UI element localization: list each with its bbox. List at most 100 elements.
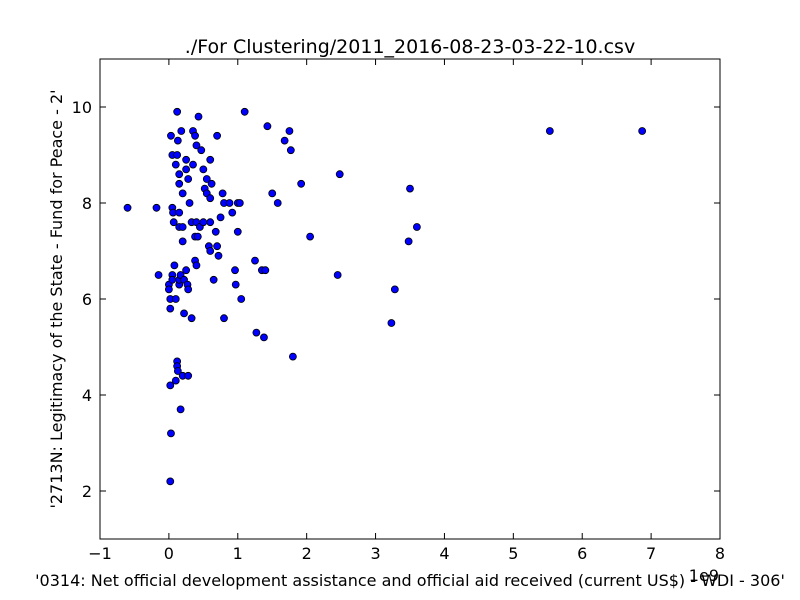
point [176, 405, 185, 414]
point [235, 199, 244, 207]
point [167, 131, 175, 140]
point [209, 275, 218, 284]
point [171, 295, 180, 303]
point [154, 271, 163, 279]
y-tick-label: 4 [82, 386, 92, 405]
y-tick-label: 10 [72, 98, 92, 117]
point [387, 319, 396, 327]
point [184, 285, 193, 294]
point [260, 333, 268, 342]
point [288, 352, 297, 361]
point [206, 155, 215, 164]
point [261, 266, 270, 275]
x-offset-label: 1e9 [689, 566, 719, 585]
point [184, 371, 193, 380]
point [168, 275, 177, 284]
point [206, 218, 215, 227]
point [335, 170, 344, 179]
point [252, 328, 261, 337]
point [390, 285, 399, 294]
point [233, 227, 242, 236]
point [199, 218, 208, 227]
point [185, 199, 194, 207]
point [228, 208, 237, 217]
point [175, 179, 184, 188]
point [240, 107, 249, 116]
point [273, 199, 282, 207]
point [182, 155, 191, 164]
point [173, 136, 182, 145]
point [285, 127, 294, 135]
x-tick-label: 6 [577, 544, 587, 563]
point [220, 314, 228, 323]
point [167, 429, 175, 438]
point [173, 107, 182, 116]
point [182, 266, 191, 275]
point [412, 223, 421, 231]
point [192, 261, 201, 270]
point [194, 112, 203, 121]
point [218, 189, 227, 198]
plot-frame [99, 58, 721, 540]
point [406, 184, 414, 193]
point [202, 175, 211, 183]
point [286, 146, 295, 155]
y-tick-label: 8 [82, 194, 92, 213]
point [175, 208, 184, 217]
point [214, 251, 223, 260]
y-tick-label: 2 [82, 482, 92, 501]
point [197, 146, 206, 155]
point [211, 227, 220, 236]
x-tick-label: 2 [302, 544, 312, 563]
point [152, 203, 161, 212]
point [178, 237, 187, 246]
point [177, 127, 186, 135]
point [206, 194, 215, 203]
point [207, 179, 216, 188]
point [297, 179, 306, 188]
point [170, 261, 179, 270]
point [213, 242, 222, 251]
point [178, 189, 187, 198]
point [164, 285, 173, 294]
point [173, 151, 182, 159]
point [123, 203, 132, 212]
point [213, 131, 222, 140]
point [175, 170, 184, 179]
point [171, 160, 180, 169]
point [192, 141, 201, 150]
point [187, 314, 196, 323]
x-tick-label: 1 [233, 544, 243, 563]
point [166, 381, 175, 390]
x-tick-label: 3 [370, 544, 380, 563]
x-tick-label: 4 [439, 544, 449, 563]
y-axis-label: '2713N: Legitimacy of the State - Fund f… [47, 89, 66, 508]
point [199, 165, 208, 174]
point [182, 165, 191, 174]
point [171, 376, 180, 385]
point [193, 232, 202, 241]
point [268, 189, 277, 198]
point [173, 367, 182, 375]
chart-title: ./For Clustering/2011_2016-08-23-03-22-1… [185, 36, 635, 58]
point [251, 256, 259, 265]
x-tick-label: −1 [88, 544, 112, 563]
point [191, 131, 199, 140]
point [263, 122, 272, 131]
point [166, 477, 175, 486]
point [189, 160, 197, 169]
x-tick-label: 7 [646, 544, 656, 563]
point [178, 223, 187, 231]
point [237, 295, 246, 303]
point [231, 280, 240, 289]
point [306, 232, 315, 241]
x-tick-label: 8 [715, 544, 725, 563]
point [184, 175, 193, 183]
x-tick-label: 0 [164, 544, 174, 563]
point [333, 271, 342, 279]
x-axis-label: '0314: Net official development assistan… [35, 571, 785, 590]
point [545, 127, 554, 135]
point [231, 266, 239, 275]
point [638, 127, 647, 135]
